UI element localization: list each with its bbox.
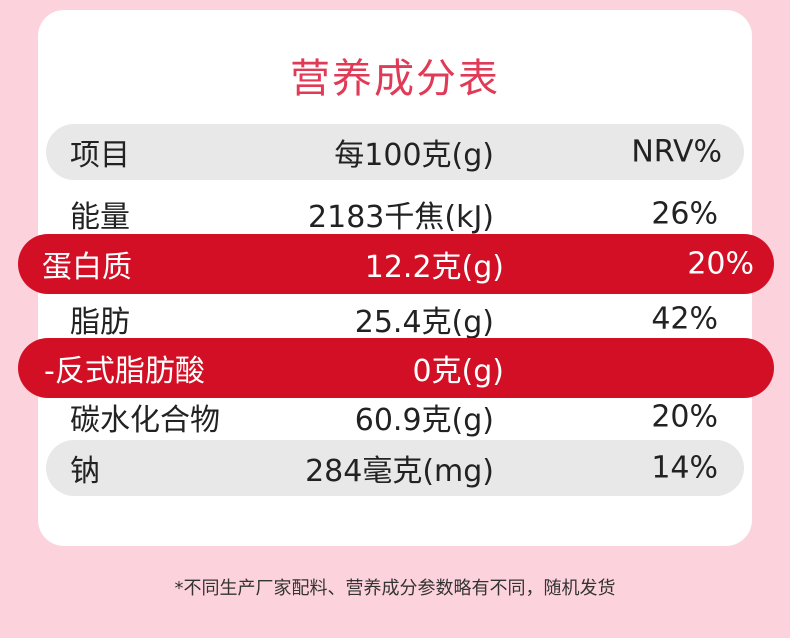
row-nrv: 20%	[687, 246, 754, 282]
row-name: 钠	[70, 454, 100, 489]
table-row-energy: 能量 2183千焦(kJ) 26%	[46, 186, 744, 242]
row-value: 60.9克(g)	[354, 403, 494, 438]
row-nrv: 42%	[651, 301, 718, 337]
row-nrv: 14%	[651, 450, 718, 486]
row-nrv: 20%	[651, 399, 718, 435]
table-row-trans-fat: -反式脂肪酸 0克(g)	[18, 338, 774, 398]
table-row-fat: 脂肪 25.4克(g) 42%	[46, 291, 744, 347]
header-per100: 每100克(g)	[334, 138, 494, 173]
row-name: 蛋白质	[42, 250, 132, 285]
header-nrv: NRV%	[631, 134, 722, 170]
table-row-sodium: 钠 284毫克(mg) 14%	[46, 440, 744, 496]
row-value: 284毫克(mg)	[305, 454, 494, 489]
nutrition-table-title: 营养成分表	[290, 56, 500, 102]
row-value: 12.2克(g)	[364, 250, 504, 285]
row-value: 2183千焦(kJ)	[308, 200, 494, 235]
header-item: 项目	[70, 138, 130, 173]
table-row-protein: 蛋白质 12.2克(g) 20%	[18, 234, 774, 294]
footnote: *不同生产厂家配料、营养成分参数略有不同，随机发货	[174, 578, 616, 599]
table-header-row: 项目 每100克(g) NRV%	[46, 124, 744, 180]
table-row-carbohydrate: 碳水化合物 60.9克(g) 20%	[46, 389, 744, 445]
row-value: 0克(g)	[412, 354, 504, 389]
row-name: -反式脂肪酸	[44, 354, 205, 389]
row-name: 脂肪	[70, 305, 130, 340]
row-name: 能量	[70, 200, 130, 235]
row-value: 25.4克(g)	[354, 305, 494, 340]
row-name: 碳水化合物	[70, 403, 220, 438]
row-nrv: 26%	[651, 196, 718, 232]
